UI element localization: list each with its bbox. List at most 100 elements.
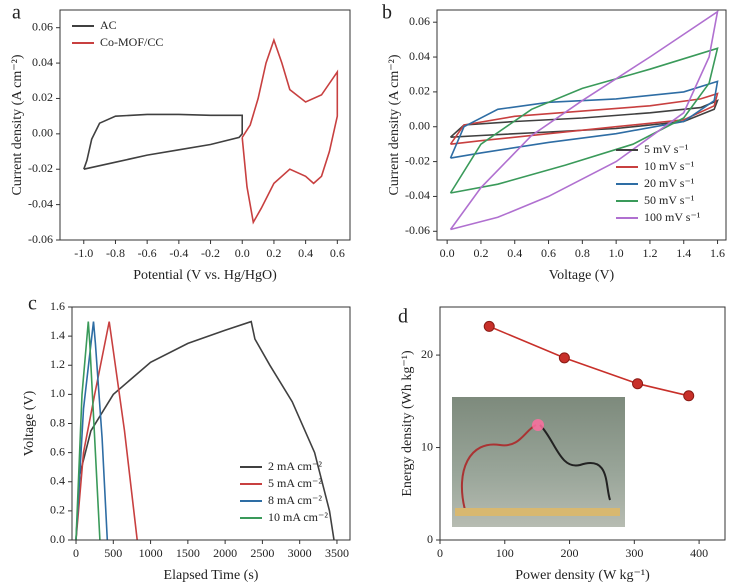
- x-tick-label: 0.0: [440, 246, 455, 260]
- x-tick-label: 1500: [176, 546, 200, 560]
- y-tick-label: 0.2: [50, 503, 65, 517]
- x-tick-label: -0.2: [201, 246, 220, 260]
- y-axis-label: Voltage (V): [22, 390, 37, 456]
- x-tick-label: 0: [437, 546, 443, 560]
- series-line: [75, 321, 109, 541]
- y-tick-label: 1.6: [50, 299, 65, 313]
- series-line: [488, 325, 689, 397]
- y-tick-label: -0.06: [405, 223, 430, 237]
- x-tick-label: 400: [690, 546, 708, 560]
- x-tick-label: 3000: [288, 546, 312, 560]
- x-tick-label: -1.0: [74, 246, 93, 260]
- y-tick-label: 0.04: [32, 55, 53, 69]
- y-tick-label: 0.06: [409, 14, 430, 28]
- legend-label: AC: [100, 18, 117, 32]
- y-tick-label: -0.02: [28, 161, 53, 175]
- y-axis-label: Energy density (Wh kg⁻¹): [400, 350, 415, 497]
- y-tick-label: 20: [421, 347, 433, 361]
- series-line: [75, 321, 138, 541]
- y-tick-label: 1.2: [50, 357, 65, 371]
- y-tick-label: -0.04: [405, 188, 430, 202]
- series-line: [449, 80, 719, 159]
- x-tick-label: 0.2: [473, 246, 488, 260]
- series-line: [75, 321, 101, 541]
- data-point: [483, 320, 495, 332]
- x-tick-label: 200: [561, 546, 579, 560]
- x-tick-label: -0.8: [106, 246, 125, 260]
- inset-photo: [452, 397, 625, 527]
- y-axis-label: Current density (A cm⁻²): [387, 54, 402, 195]
- legend-label: 8 mA cm⁻²: [268, 493, 322, 507]
- x-tick-label: 0.6: [541, 246, 556, 260]
- legend-label: 5 mV s⁻¹: [644, 142, 689, 156]
- data-point: [683, 390, 695, 402]
- plot-frame: [59, 9, 351, 241]
- series-line: [449, 47, 719, 194]
- x-tick-label: 3500: [325, 546, 349, 560]
- panel-label: b: [382, 2, 392, 24]
- x-axis-label: Elapsed Time (s): [164, 568, 259, 583]
- y-tick-label: -0.02: [405, 153, 430, 167]
- x-axis-label: Potential (V vs. Hg/HgO): [133, 268, 277, 283]
- legend-label: 10 mA cm⁻²: [268, 510, 328, 524]
- x-tick-label: 2500: [250, 546, 274, 560]
- y-tick-label: 0.02: [409, 84, 430, 98]
- x-tick-label: 100: [496, 546, 514, 560]
- y-tick-label: 0.00: [409, 118, 430, 132]
- panel-label: d: [398, 306, 408, 328]
- y-tick-label: 10: [421, 439, 433, 453]
- x-tick-label: 1000: [139, 546, 163, 560]
- legend-label: 100 mV s⁻¹: [644, 210, 701, 224]
- y-tick-label: 0.02: [32, 90, 53, 104]
- y-tick-label: -0.04: [28, 196, 53, 210]
- legend-label: 5 mA cm⁻²: [268, 476, 322, 490]
- y-tick-label: 0: [427, 532, 433, 546]
- x-tick-label: 1.2: [642, 246, 657, 260]
- x-tick-label: 1.0: [609, 246, 624, 260]
- series-line: [449, 9, 719, 231]
- series-line: [83, 113, 243, 170]
- y-tick-label: 0.04: [409, 49, 430, 63]
- x-tick-label: -0.4: [169, 246, 188, 260]
- x-tick-label: 1.4: [676, 246, 691, 260]
- series-line: [449, 92, 719, 145]
- y-tick-label: 0.4: [50, 474, 65, 488]
- legend-label: 50 mV s⁻¹: [644, 193, 695, 207]
- x-tick-label: -0.6: [138, 246, 157, 260]
- x-axis-label: Power density (W kg⁻¹): [515, 568, 650, 583]
- y-tick-label: 0.8: [50, 415, 65, 429]
- y-tick-label: 0.6: [50, 444, 65, 458]
- data-point: [558, 352, 570, 364]
- x-tick-label: 0.4: [298, 246, 313, 260]
- y-tick-label: 0.00: [32, 126, 53, 140]
- x-tick-label: 0.0: [235, 246, 250, 260]
- series-line: [241, 37, 339, 225]
- legend-label: 2 mA cm⁻²: [268, 459, 322, 473]
- x-tick-label: 1.6: [710, 246, 725, 260]
- panel-label: a: [12, 2, 21, 24]
- y-tick-label: 1.0: [50, 386, 65, 400]
- data-point: [632, 378, 644, 390]
- x-tick-label: 300: [625, 546, 643, 560]
- legend-label: 10 mV s⁻¹: [644, 159, 695, 173]
- y-tick-label: 0.06: [32, 19, 53, 33]
- x-tick-label: 0.8: [575, 246, 590, 260]
- x-tick-label: 0: [73, 546, 79, 560]
- x-tick-label: 2000: [213, 546, 237, 560]
- x-tick-label: 0.4: [507, 246, 522, 260]
- panel-label: c: [28, 293, 37, 315]
- x-tick-label: 0.2: [266, 246, 281, 260]
- series-line: [75, 320, 335, 541]
- series-line: [449, 99, 719, 138]
- x-tick-label: 0.6: [330, 246, 345, 260]
- plot-frame: [436, 9, 727, 241]
- y-axis-label: Current density (A cm⁻²): [10, 54, 25, 195]
- y-tick-label: 0.0: [50, 532, 65, 546]
- x-tick-label: 500: [104, 546, 122, 560]
- legend-label: 20 mV s⁻¹: [644, 176, 695, 190]
- plot-frame: [439, 306, 726, 541]
- y-tick-label: -0.06: [28, 232, 53, 246]
- legend-label: Co-MOF/CC: [100, 35, 163, 49]
- y-tick-label: 1.4: [50, 328, 65, 342]
